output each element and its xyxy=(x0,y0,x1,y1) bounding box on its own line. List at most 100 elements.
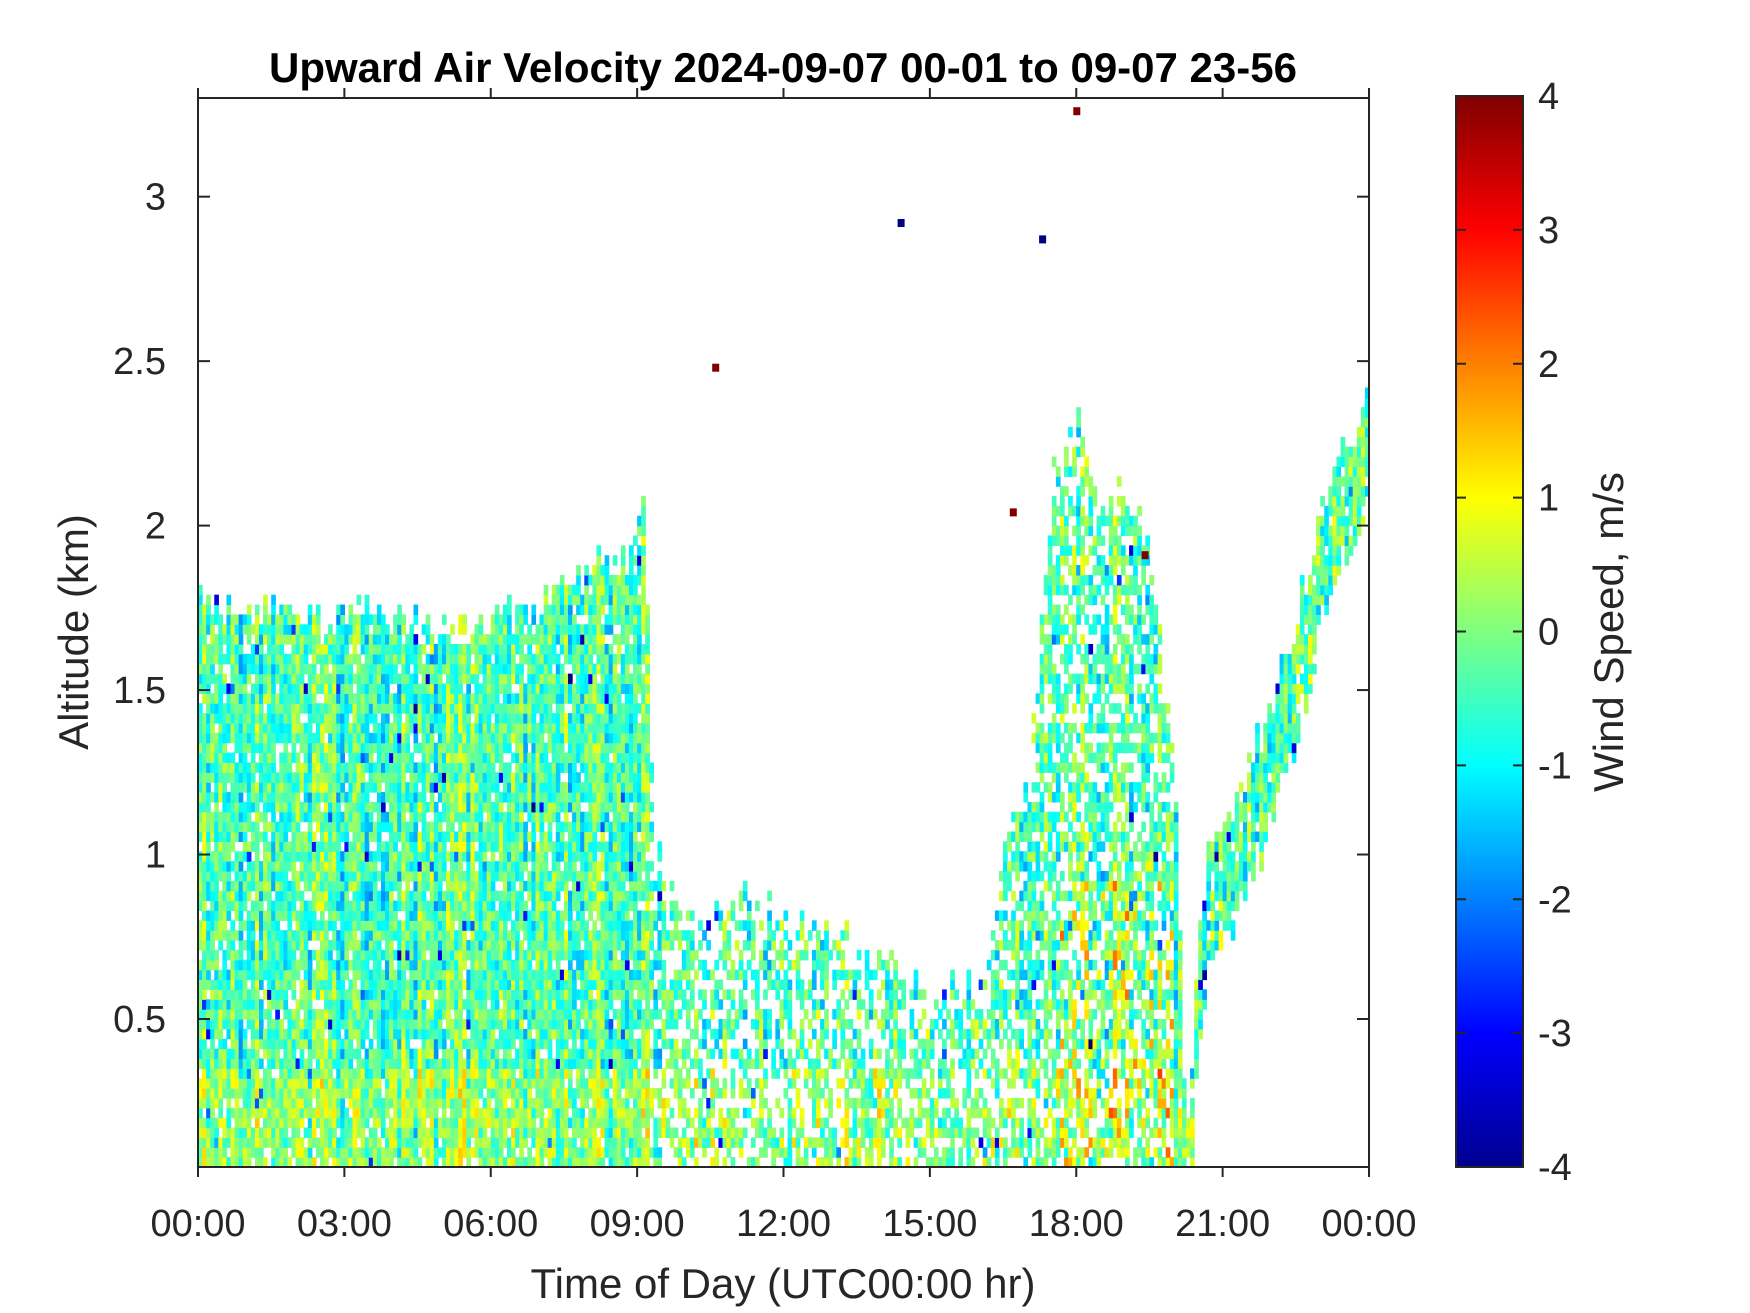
heatmap-cell xyxy=(234,792,240,803)
heatmap-cell xyxy=(210,713,215,724)
heatmap-cell xyxy=(490,959,496,971)
heatmap-cell xyxy=(315,1107,321,1119)
heatmap-cell xyxy=(551,910,557,921)
heatmap-cell xyxy=(474,1009,480,1020)
heatmap-cell xyxy=(344,624,350,635)
heatmap-cell xyxy=(413,1028,419,1040)
heatmap-cell xyxy=(263,772,268,783)
heatmap-cell xyxy=(291,634,297,645)
heatmap-cell xyxy=(364,722,370,734)
heatmap-cell xyxy=(535,1157,541,1167)
heatmap-cell xyxy=(470,693,476,704)
heatmap-cell xyxy=(470,1147,476,1158)
heatmap-cell xyxy=(389,673,394,685)
heatmap-cell xyxy=(218,890,223,902)
heatmap-cell xyxy=(246,851,252,862)
heatmap-cell xyxy=(364,979,370,990)
heatmap-cell xyxy=(324,762,329,773)
heatmap-cell xyxy=(421,861,427,872)
heatmap-cell xyxy=(397,762,402,773)
heatmap-cell xyxy=(527,732,533,744)
heatmap-cell xyxy=(474,1137,480,1148)
heatmap-cell xyxy=(429,831,435,842)
heatmap-cell xyxy=(515,732,520,744)
heatmap-cell xyxy=(356,880,362,892)
heatmap-cell xyxy=(580,722,585,734)
heatmap-cell xyxy=(437,1009,443,1020)
heatmap-cell xyxy=(311,772,317,783)
heatmap-cell xyxy=(279,653,284,665)
heatmap-cell xyxy=(348,604,354,616)
heatmap-cell xyxy=(401,920,406,931)
heatmap-cell xyxy=(360,1137,366,1148)
heatmap-cell xyxy=(336,1048,341,1060)
heatmap-cell xyxy=(494,732,500,744)
heatmap-cell xyxy=(258,792,264,803)
heatmap-cell xyxy=(535,870,541,882)
heatmap-cell xyxy=(433,742,439,754)
heatmap-cell xyxy=(206,801,211,813)
heatmap-cell xyxy=(421,1107,427,1119)
heatmap-cell xyxy=(568,1147,573,1158)
heatmap-cell xyxy=(466,644,472,655)
heatmap-cell xyxy=(360,900,366,912)
heatmap-cell xyxy=(478,713,484,724)
heatmap-cell xyxy=(568,653,573,665)
heatmap-cell xyxy=(425,673,431,685)
heatmap-cell xyxy=(539,614,545,625)
heatmap-cell xyxy=(319,772,325,783)
heatmap-cell xyxy=(511,920,516,931)
heatmap-cell xyxy=(258,693,264,704)
heatmap-cell xyxy=(478,683,484,694)
heatmap-cell xyxy=(242,1088,248,1099)
heatmap-cell xyxy=(547,762,553,773)
heatmap-cell xyxy=(263,663,268,675)
heatmap-cell xyxy=(539,851,545,862)
heatmap-cell xyxy=(421,959,427,971)
heatmap-cell xyxy=(539,861,545,872)
heatmap-cell xyxy=(429,1117,435,1129)
heatmap-cell xyxy=(588,693,593,704)
heatmap-cell xyxy=(421,969,427,981)
heatmap-cell xyxy=(393,634,398,645)
heatmap-cell xyxy=(543,604,549,616)
heatmap-cell xyxy=(202,989,207,1000)
heatmap-cell xyxy=(433,1038,439,1050)
heatmap-cell xyxy=(263,1038,268,1050)
heatmap-cell xyxy=(502,851,508,862)
heatmap-cell xyxy=(303,831,309,842)
heatmap-cell xyxy=(226,1127,232,1138)
heatmap-cell xyxy=(543,930,549,941)
heatmap-cell xyxy=(376,693,382,704)
heatmap-cell xyxy=(568,930,573,941)
heatmap-cell xyxy=(397,930,402,941)
heatmap-cell xyxy=(324,782,329,793)
heatmap-cell xyxy=(421,792,427,803)
heatmap-cell xyxy=(523,1137,528,1148)
heatmap-cell xyxy=(543,851,549,862)
heatmap-cell xyxy=(258,732,264,744)
heatmap-cell xyxy=(502,1028,508,1040)
heatmap-cell xyxy=(580,979,585,990)
heatmap-cell xyxy=(271,614,276,625)
heatmap-cell xyxy=(364,1048,370,1060)
heatmap-cell xyxy=(466,792,472,803)
heatmap-cell xyxy=(368,989,374,1000)
heatmap-cell xyxy=(523,772,528,783)
heatmap-cell xyxy=(348,1038,354,1050)
heatmap-cell xyxy=(376,644,382,655)
heatmap-cell xyxy=(547,870,553,882)
heatmap-cell xyxy=(478,979,484,990)
heatmap-cell xyxy=(372,880,378,892)
heatmap-cell xyxy=(401,831,406,842)
heatmap-cell xyxy=(299,782,305,793)
heatmap-cell xyxy=(275,1097,280,1109)
heatmap-cell xyxy=(303,792,309,803)
heatmap-cell xyxy=(356,989,362,1000)
heatmap-cell xyxy=(385,693,390,704)
heatmap-cell xyxy=(417,1058,423,1069)
heatmap-cell xyxy=(299,624,305,635)
heatmap-cell xyxy=(275,663,280,675)
heatmap-cell xyxy=(348,1028,354,1040)
heatmap-cell xyxy=(539,920,545,931)
